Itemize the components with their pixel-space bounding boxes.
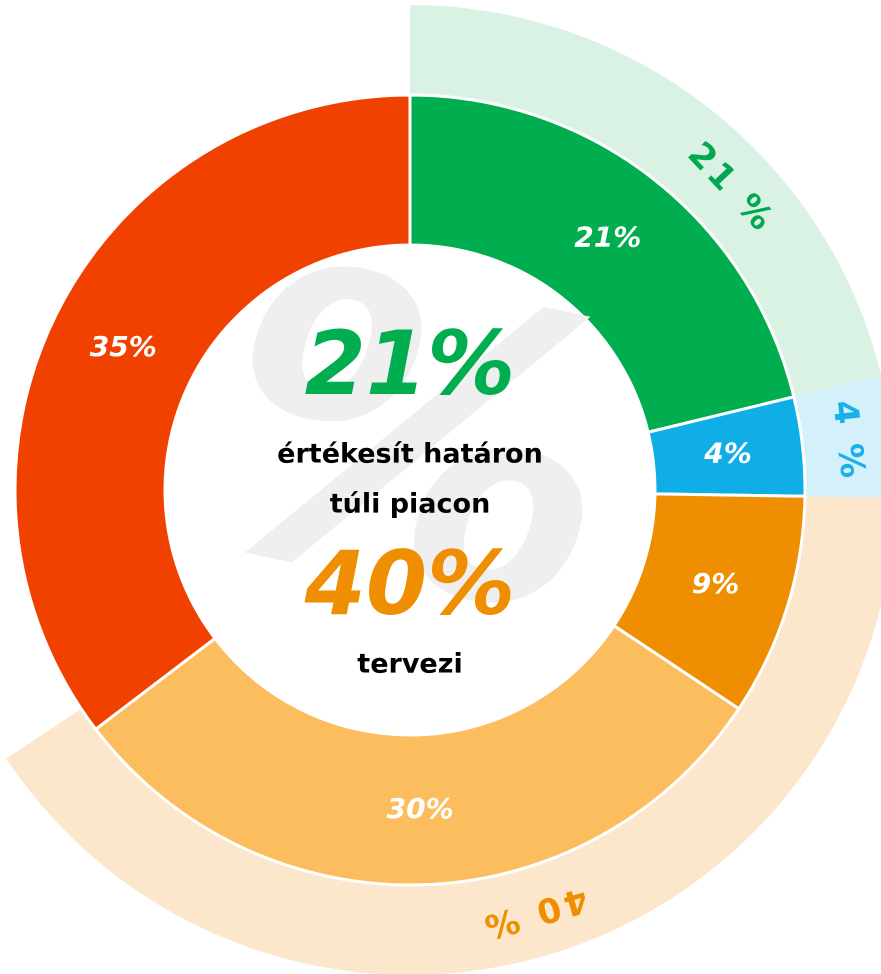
outer-segment <box>6 496 881 974</box>
inner-label: 21% <box>574 220 641 253</box>
outer-label: 4 % <box>824 398 873 483</box>
center-headline: 21% <box>305 312 516 415</box>
outer-segment <box>793 375 881 498</box>
donut-hole <box>165 245 655 735</box>
center-text: tervezi <box>357 649 462 680</box>
inner-label: 35% <box>90 330 157 363</box>
inner-label: 30% <box>387 792 454 825</box>
center-text: túli piacon <box>330 489 491 520</box>
outer-segment <box>410 5 881 397</box>
center-text: értékesít határon <box>277 439 543 470</box>
watermark: % <box>171 173 660 711</box>
center-headline: 40% <box>304 532 516 635</box>
inner-label: 9% <box>692 567 740 600</box>
inner-label: 4% <box>703 437 752 470</box>
